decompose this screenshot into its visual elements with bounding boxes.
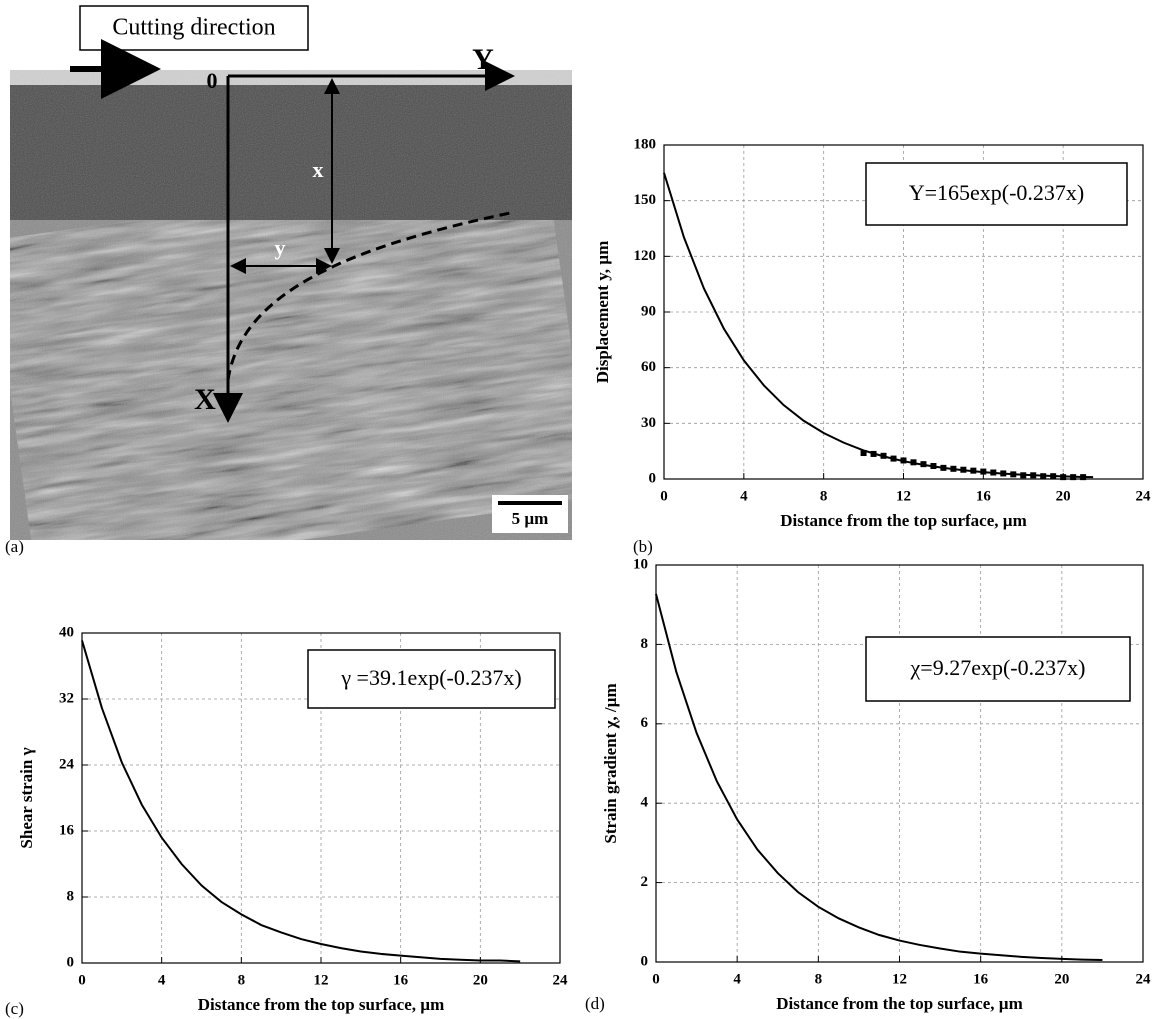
label-text: Cutting direction (112, 15, 275, 41)
x-tick-label: 16 (976, 488, 992, 504)
y-axis-label: Y (472, 43, 494, 76)
x-tick-label: 12 (896, 488, 911, 504)
y-tick-label: 60 (641, 359, 656, 375)
marker (1040, 473, 1047, 480)
x-axis-label: X (194, 383, 216, 416)
curve (81, 640, 521, 963)
marker (880, 452, 887, 459)
x-tick-label: 24 (553, 972, 569, 988)
marker (950, 465, 957, 472)
origin-label: 0 (207, 68, 218, 93)
plot-frame (81, 632, 561, 964)
marker (900, 457, 907, 464)
y-tick-label: 6 (641, 715, 649, 731)
annotation-box (307, 649, 556, 709)
annotation: γ =39.1exp(-0.237x) (340, 665, 521, 690)
x-tick-label: 8 (815, 971, 823, 987)
marker (1060, 474, 1067, 481)
marker (1070, 474, 1077, 481)
plot-frame (655, 564, 1144, 963)
marker (1050, 473, 1057, 480)
x-tick-label: 8 (820, 488, 828, 504)
x-tick-label: 4 (733, 971, 741, 987)
x-tick-label: 12 (314, 972, 329, 988)
y-tick-label: 24 (59, 756, 75, 772)
panel-label: (a) (5, 537, 24, 556)
y-tick-label: 40 (59, 624, 74, 640)
x-tick-label: 4 (158, 972, 166, 988)
x-tick-label: 8 (238, 972, 246, 988)
y-axis-label: Shear strain γ (17, 747, 36, 848)
y-tick-label: 8 (67, 888, 75, 904)
x-tick-label: 12 (892, 971, 907, 987)
x-tick-label: 20 (1054, 971, 1069, 987)
scale-bar-label: 5 µm (512, 509, 549, 528)
marker (930, 463, 937, 470)
y-tick-label: 180 (634, 136, 657, 152)
marker (1020, 472, 1027, 479)
marker (920, 461, 927, 468)
x-axis-label: Distance from the top surface, µm (198, 995, 444, 1014)
annotation: Y=165exp(-0.237x) (909, 180, 1085, 205)
annotation: χ=9.27exp(-0.237x) (910, 655, 1086, 680)
panel-label: (c) (5, 999, 24, 1018)
panel-label: (d) (585, 994, 605, 1013)
y-axis-label: Displacement y, µm (593, 241, 612, 383)
y-tick-label: 120 (634, 248, 657, 264)
x-tick-label: 16 (393, 972, 409, 988)
annotation-box (865, 636, 1131, 702)
x-tick-label: 24 (1136, 971, 1152, 987)
x-axis-label: Distance from the top surface, µm (776, 994, 1022, 1013)
marker (1010, 471, 1017, 478)
y-tick-label: 8 (641, 636, 649, 652)
marker (1030, 472, 1037, 479)
y-tick-label: 30 (641, 415, 656, 431)
x-tick-label: 0 (660, 488, 668, 504)
x-tick-label: 16 (973, 971, 989, 987)
deformation-curve (226, 210, 516, 381)
x-tick-label: 20 (1056, 488, 1071, 504)
marker (940, 464, 947, 471)
y-tick-label: 32 (59, 690, 74, 706)
marker (890, 455, 897, 462)
y-tick-label: 0 (67, 954, 75, 970)
y-tick-label: 4 (641, 795, 649, 811)
x-tick-label: 0 (78, 972, 86, 988)
displacement-label: y (275, 235, 286, 260)
x-tick-label: 24 (1136, 488, 1152, 504)
marker (990, 469, 997, 476)
x-axis-label: Distance from the top surface, µm (780, 511, 1026, 530)
marker (980, 468, 987, 475)
depth-label: x (313, 157, 324, 182)
annotation-box (865, 162, 1128, 226)
marker (1000, 470, 1007, 477)
y-tick-label: 150 (634, 192, 657, 208)
curve (655, 593, 1103, 962)
panel-label: (b) (633, 537, 653, 556)
y-tick-label: 10 (633, 556, 648, 572)
marker (870, 450, 877, 457)
y-tick-label: 16 (59, 822, 75, 838)
plot-frame (663, 144, 1144, 480)
x-tick-label: 0 (652, 971, 660, 987)
y-axis-label: Strain gradient χ, /µm (601, 683, 620, 843)
y-tick-label: 90 (641, 303, 656, 319)
marker (1080, 474, 1087, 481)
y-tick-label: 0 (649, 470, 657, 486)
x-tick-label: 4 (740, 488, 748, 504)
marker (860, 450, 867, 457)
y-tick-label: 0 (641, 953, 649, 969)
marker (910, 459, 917, 466)
y-tick-label: 2 (641, 874, 649, 890)
marker (970, 467, 977, 474)
marker (960, 466, 967, 473)
x-tick-label: 20 (473, 972, 488, 988)
